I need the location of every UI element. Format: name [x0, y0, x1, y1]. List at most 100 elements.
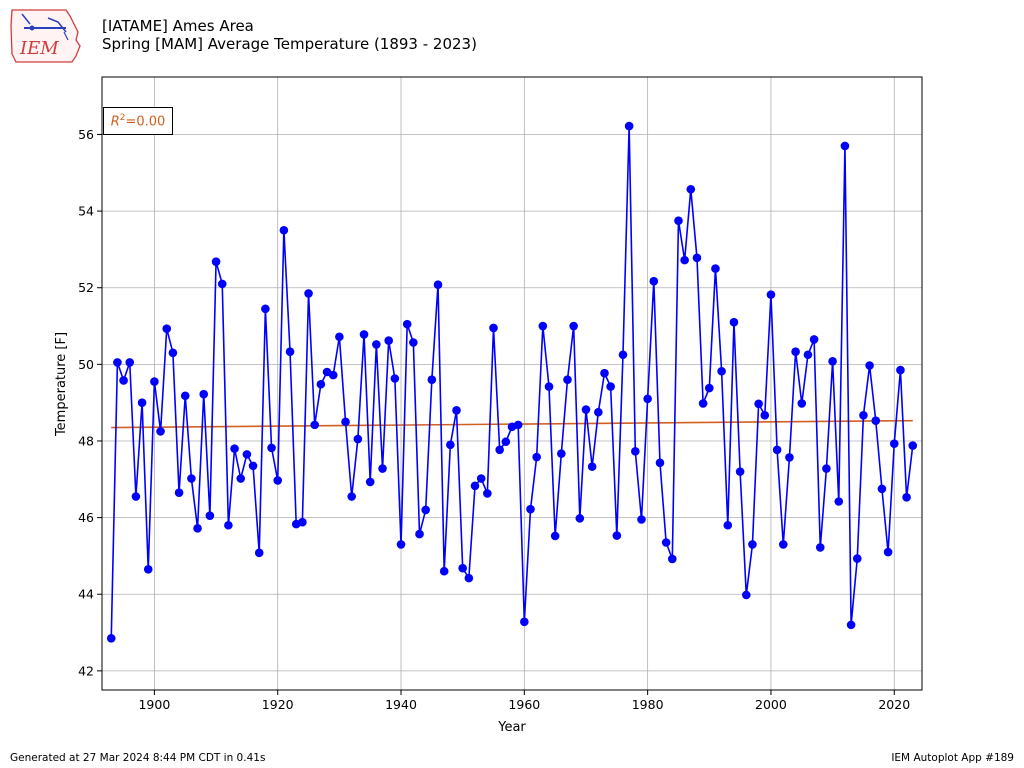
data-point	[439, 566, 449, 576]
data-point	[606, 382, 615, 391]
data-point	[624, 121, 634, 131]
y-tick-label: 46	[78, 510, 94, 525]
data-point	[470, 481, 480, 491]
data-point	[513, 420, 523, 430]
data-point	[236, 474, 246, 483]
footer-generated: Generated at 27 Mar 2024 8:44 PM CDT in …	[10, 752, 266, 764]
data-point	[328, 370, 338, 380]
x-tick-label: 2020	[878, 697, 910, 712]
grid-lines	[102, 77, 922, 690]
data-point	[822, 464, 831, 473]
data-point	[193, 524, 202, 533]
data-point	[655, 458, 665, 468]
data-point	[464, 573, 474, 583]
data-point	[797, 399, 807, 408]
data-point	[353, 434, 363, 444]
data-point	[698, 399, 708, 408]
data-point	[803, 350, 813, 360]
data-point	[723, 520, 733, 530]
data-point	[285, 347, 295, 357]
data-point	[415, 529, 424, 539]
data-point	[896, 365, 905, 375]
data-point	[402, 319, 412, 329]
data-point	[717, 366, 726, 376]
data-point	[704, 383, 714, 393]
data-point	[785, 453, 794, 462]
data-point	[791, 347, 800, 357]
y-tick-label: 50	[78, 357, 94, 372]
x-tick-label: 1980	[632, 697, 664, 712]
series-layer	[106, 121, 918, 643]
r2-label: R	[110, 114, 120, 130]
data-point	[520, 617, 529, 627]
data-point	[495, 445, 504, 455]
y-tick-label: 56	[78, 127, 94, 142]
x-ticks: 1900 1920 1940 1960 1980 2000 2020	[138, 690, 910, 712]
data-point	[569, 321, 578, 331]
r2-value: =0.00	[125, 114, 166, 130]
data-point	[433, 280, 443, 289]
y-tick-label: 48	[78, 433, 94, 448]
data-point	[378, 464, 387, 473]
data-point	[587, 462, 597, 471]
data-point	[365, 477, 375, 487]
data-point	[871, 416, 881, 425]
x-tick-label: 2000	[755, 697, 787, 712]
data-point	[476, 474, 486, 483]
data-point	[692, 253, 702, 263]
data-point	[834, 497, 844, 506]
y-axis-label: Temperature [F]	[54, 332, 69, 437]
data-point	[372, 340, 381, 349]
data-point	[544, 382, 554, 391]
plot-frame	[101, 76, 923, 691]
data-point	[298, 517, 307, 527]
data-point	[846, 620, 856, 630]
data-point	[865, 361, 874, 370]
data-point	[883, 547, 893, 557]
data-point	[735, 467, 745, 476]
data-point	[335, 332, 344, 342]
data-point	[563, 375, 572, 384]
data-point	[538, 321, 548, 331]
data-point	[421, 505, 430, 515]
data-point	[637, 515, 646, 524]
r2-sup: 2	[119, 112, 126, 123]
data-point	[674, 216, 683, 225]
data-point	[211, 257, 221, 266]
iem-logo: IEM	[10, 9, 81, 63]
data-point	[908, 441, 918, 450]
data-point	[254, 548, 264, 558]
data-point	[772, 445, 782, 455]
data-point	[778, 540, 788, 549]
data-point	[686, 184, 696, 194]
x-tick-label: 1900	[138, 697, 170, 712]
data-point	[224, 520, 233, 530]
data-point	[125, 358, 135, 367]
data-point	[119, 376, 128, 385]
data-point	[279, 225, 289, 235]
r-squared-annotation: R2=0.00	[103, 107, 173, 135]
data-point	[446, 440, 455, 450]
data-point	[550, 531, 560, 541]
data-point	[187, 474, 196, 483]
data-point	[612, 531, 622, 540]
data-point	[766, 290, 776, 299]
data-point	[316, 379, 326, 389]
data-point	[174, 488, 184, 497]
data-point	[859, 410, 868, 420]
data-point	[230, 444, 239, 453]
data-point	[618, 350, 628, 360]
data-point	[711, 264, 720, 273]
data-point	[852, 554, 862, 563]
data-point	[889, 439, 899, 448]
data-point	[427, 375, 437, 384]
data-point	[557, 449, 566, 458]
data-point	[199, 389, 209, 399]
data-point	[754, 399, 763, 409]
chart-title: [IATAME] Ames Area	[102, 17, 254, 35]
x-tick-label: 1940	[385, 697, 417, 712]
data-point	[649, 276, 659, 286]
data-point	[661, 538, 671, 547]
data-point	[501, 437, 511, 447]
